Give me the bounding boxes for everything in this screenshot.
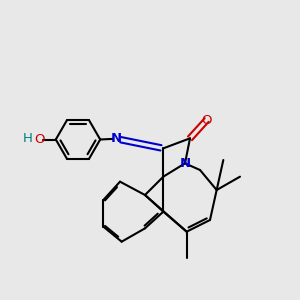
Text: H: H — [23, 131, 32, 145]
Text: N: N — [111, 132, 122, 146]
Text: N: N — [179, 157, 191, 170]
Text: O: O — [34, 133, 45, 146]
Text: O: O — [201, 113, 212, 127]
